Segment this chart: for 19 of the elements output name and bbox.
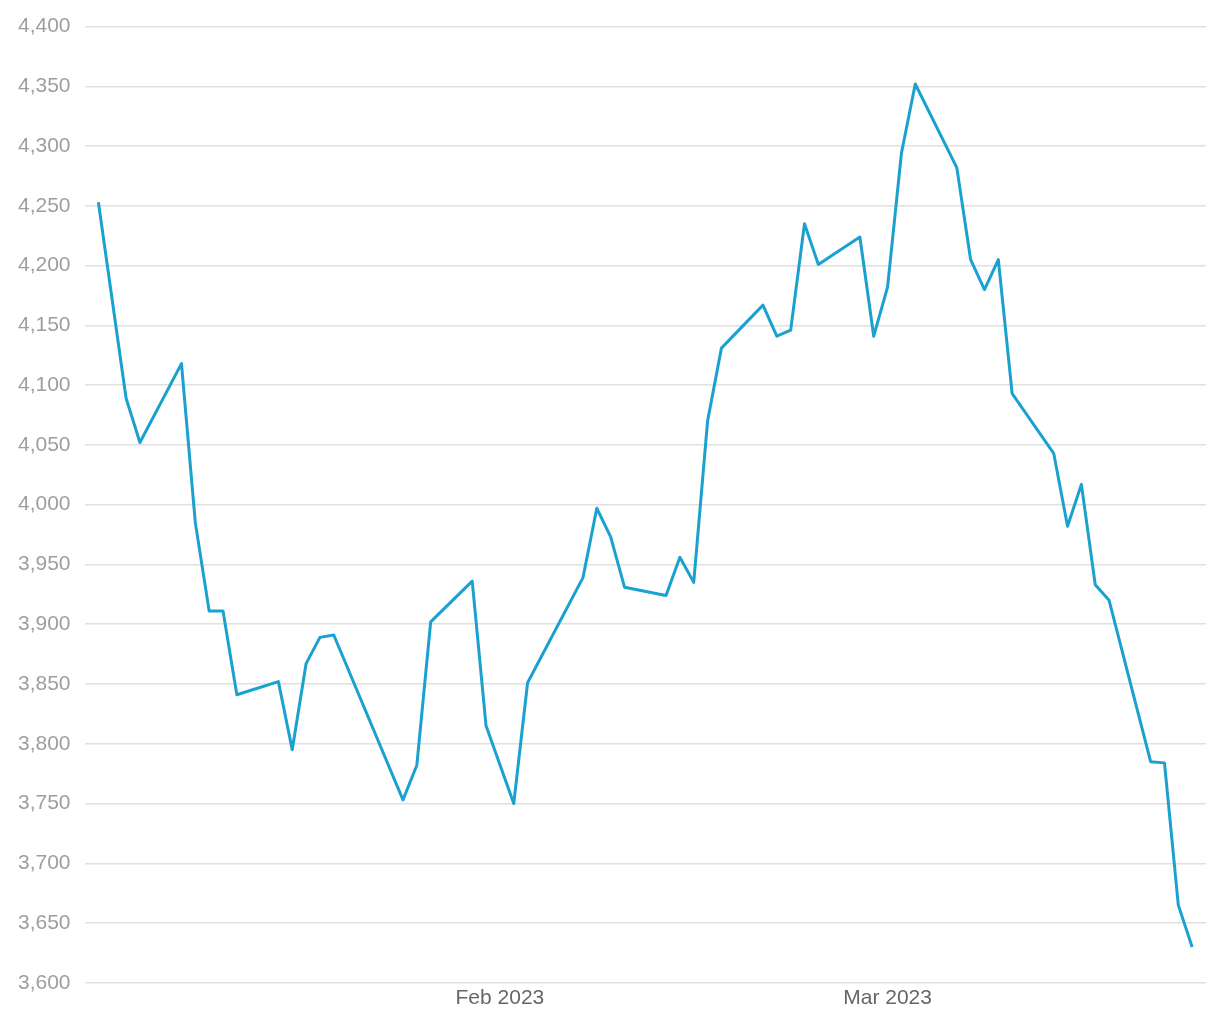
y-tick-label: 4,050 (17, 431, 71, 455)
y-tick-label: 3,900 (17, 611, 71, 635)
y-tick-label: 4,250 (17, 192, 71, 216)
y-tick-label: 3,600 (17, 969, 71, 993)
y-tick-label: 3,700 (17, 850, 71, 874)
y-tick-label: 3,750 (17, 790, 71, 814)
y-tick-label: 4,100 (17, 371, 71, 395)
y-tick-label: 3,800 (17, 730, 71, 754)
y-tick-label: 3,650 (17, 909, 71, 933)
y-tick-label: 3,950 (17, 551, 71, 575)
y-tick-label: 4,300 (17, 132, 71, 156)
y-tick-label: 4,200 (17, 252, 71, 276)
x-tick-label: Mar 2023 (843, 985, 932, 1009)
y-tick-label: 4,400 (17, 13, 71, 37)
x-tick-label: Feb 2023 (455, 985, 545, 1009)
y-tick-label: 4,000 (17, 491, 71, 515)
y-tick-label: 3,850 (17, 670, 71, 694)
y-tick-label: 4,150 (17, 312, 71, 336)
y-tick-label: 4,350 (17, 73, 71, 97)
